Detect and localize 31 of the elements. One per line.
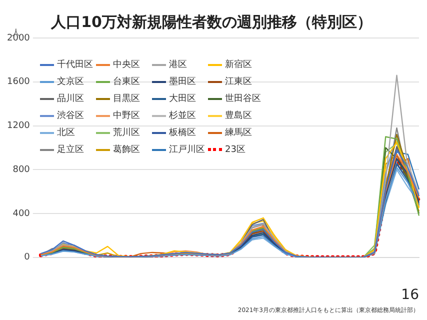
legend-label: 新宿区	[225, 58, 252, 71]
y-tick-label: 1600	[7, 77, 30, 88]
legend-label: 板橋区	[169, 126, 196, 139]
legend-label: 港区	[169, 58, 187, 71]
legend-label: 杉並区	[169, 110, 196, 122]
y-tick-label: 400	[12, 208, 30, 219]
legend-label: 中野区	[113, 110, 140, 122]
legend-label: 渋谷区	[57, 110, 84, 122]
legend-label: 荒川区	[113, 126, 140, 139]
legend-label: 品川区	[57, 92, 84, 105]
legend-label: 葛飾区	[113, 144, 140, 156]
legend-label: 23区	[225, 144, 246, 156]
legend-label: 江戸川区	[169, 144, 205, 156]
legend-label: 足立区	[57, 144, 84, 156]
legend-label: 練馬区	[225, 126, 252, 139]
legend-label: 豊島区	[225, 110, 252, 122]
legend-label: 台東区	[113, 76, 140, 88]
y-tick-label: 800	[12, 164, 30, 175]
legend-label: 目黒区	[113, 92, 140, 105]
legend-label: 墨田区	[169, 76, 196, 88]
legend-label: 中央区	[113, 58, 140, 71]
legend-label: 大田区	[169, 92, 196, 105]
legend-label: 千代田区	[57, 58, 93, 71]
legend-label: 北区	[57, 126, 75, 139]
y-tick-label: 0	[24, 252, 30, 263]
y-tick-label: 1200	[7, 121, 30, 132]
legend-label: 世田谷区	[225, 92, 261, 105]
legend-label: 文京区	[57, 76, 84, 88]
legend-label: 江東区	[225, 76, 252, 88]
chart-title: 人口10万対新規陽性者数の週別推移（特別区）	[50, 12, 372, 31]
text: 16	[401, 287, 419, 303]
